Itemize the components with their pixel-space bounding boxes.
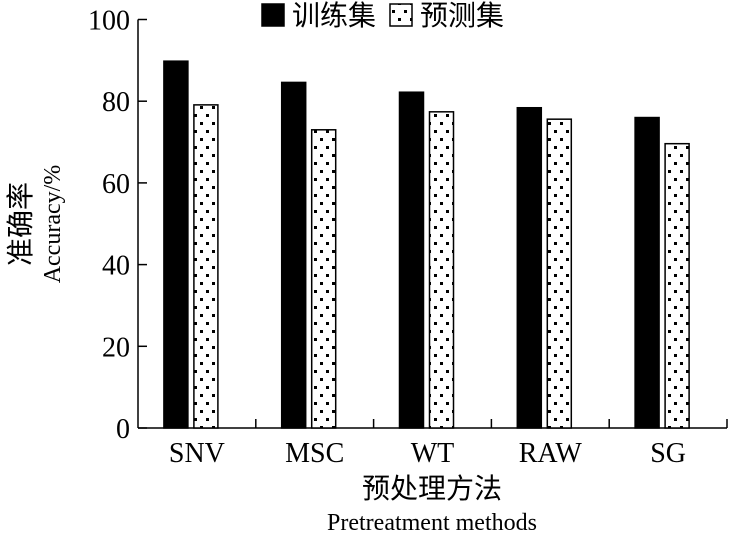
y-axis-label: 准确率: [5, 182, 37, 266]
x-tick-label: SNV: [169, 438, 225, 469]
x-tick-label: WT: [411, 438, 455, 469]
x-tick-label: MSC: [285, 438, 344, 469]
y-tick-label: 40: [102, 251, 130, 282]
bar-train-snv: [163, 60, 189, 429]
x-axis-label-en: Pretreatment methods: [327, 510, 537, 535]
x-tick-label: SG: [650, 438, 686, 469]
y-tick-label: 60: [102, 169, 130, 200]
bar-test-raw: [546, 118, 573, 429]
bar-train-msc: [280, 81, 307, 429]
y-tick-label: 20: [102, 332, 130, 363]
bar-train-wt: [398, 91, 425, 429]
y-axis-label-en: Accuracy/%: [40, 165, 66, 284]
legend-swatch: [261, 3, 285, 27]
legend-label: 训练集: [292, 0, 376, 32]
bar-test-snv: [193, 104, 219, 429]
bar-test-wt: [428, 111, 455, 429]
legend-swatch: [389, 3, 413, 27]
y-tick-label: 80: [102, 87, 130, 118]
legend-label: 预测集: [420, 0, 504, 32]
bar-test-msc: [310, 129, 337, 429]
bar-train-raw: [516, 106, 543, 429]
y-tick-label: 100: [88, 6, 130, 37]
bar-test-sg: [664, 142, 690, 429]
x-axis-label: 预处理方法: [362, 473, 502, 505]
y-tick-label: 0: [116, 414, 130, 445]
bar-train-sg: [634, 116, 660, 429]
x-tick-label: RAW: [519, 438, 583, 469]
